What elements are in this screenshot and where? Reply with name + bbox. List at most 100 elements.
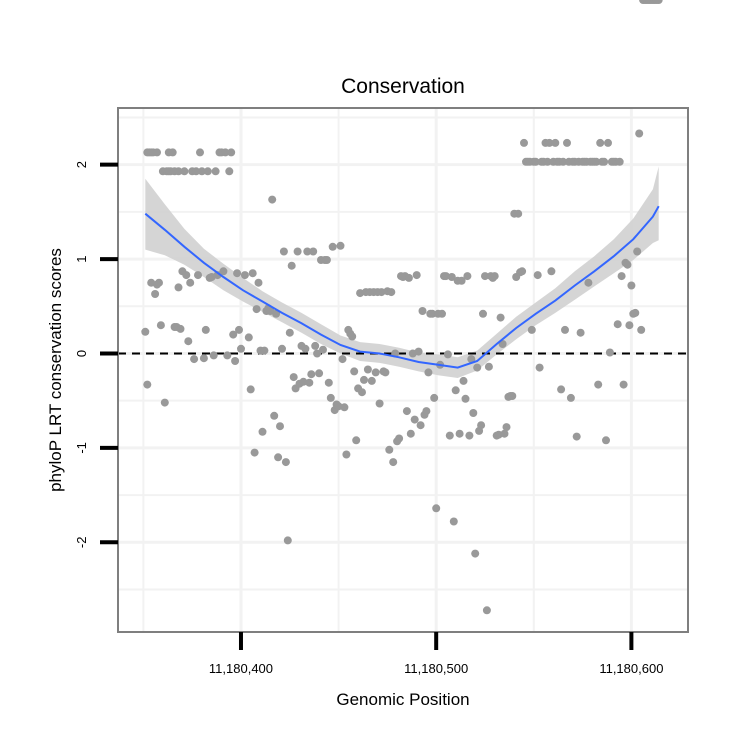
data-point — [543, 157, 552, 166]
data-point — [250, 448, 259, 457]
data-point — [428, 309, 437, 318]
data-point — [233, 269, 242, 278]
data-point — [566, 393, 575, 402]
data-point — [617, 272, 626, 281]
data-point — [322, 256, 331, 264]
data-point — [311, 341, 320, 350]
data-point — [406, 429, 415, 438]
data-point — [338, 355, 347, 364]
data-point — [604, 138, 612, 147]
data-point — [240, 271, 249, 280]
data-point — [196, 148, 204, 157]
data-point — [153, 148, 161, 157]
data-point — [315, 369, 324, 378]
data-point — [283, 536, 292, 545]
data-point — [272, 309, 281, 318]
data-point — [430, 393, 439, 402]
data-point — [219, 267, 228, 276]
data-point — [561, 325, 569, 334]
data-point — [477, 421, 486, 430]
data-point — [596, 138, 605, 147]
data-point — [340, 403, 349, 412]
data-point — [151, 290, 160, 298]
data-point — [563, 138, 571, 147]
data-point — [424, 368, 433, 377]
data-point — [363, 365, 372, 374]
data-point — [141, 327, 150, 336]
data-point — [463, 272, 472, 281]
data-point — [190, 355, 199, 364]
plot-panel-border — [117, 107, 689, 633]
data-point — [244, 333, 253, 342]
data-point — [231, 357, 240, 365]
data-point — [182, 271, 191, 280]
data-point — [352, 436, 361, 445]
data-point — [319, 345, 327, 354]
data-point — [594, 380, 603, 389]
data-point — [358, 388, 366, 397]
data-point — [276, 422, 284, 431]
data-point — [301, 344, 310, 353]
data-point — [443, 350, 452, 359]
y-tick-label: 1 — [74, 255, 89, 262]
data-point — [209, 351, 218, 360]
confidence-ribbon — [145, 166, 659, 378]
data-point — [432, 504, 441, 513]
data-point — [557, 385, 566, 394]
data-point — [199, 354, 208, 363]
data-point — [260, 346, 269, 355]
data-point — [336, 241, 345, 250]
data-point — [305, 378, 314, 387]
data-point — [279, 247, 288, 256]
data-point — [174, 283, 183, 292]
data-point — [326, 393, 335, 402]
data-point — [402, 407, 411, 416]
data-point — [545, 138, 554, 147]
data-point — [289, 373, 298, 382]
data-point — [184, 337, 193, 346]
data-point — [457, 276, 466, 285]
plot-panel-background — [118, 108, 688, 632]
chart-title: Conservation — [341, 75, 465, 98]
data-point — [531, 157, 540, 166]
data-point — [155, 278, 163, 287]
data-point — [381, 368, 390, 377]
data-point — [303, 247, 312, 256]
data-point — [490, 272, 499, 281]
data-point — [615, 157, 624, 166]
data-point — [600, 157, 609, 166]
data-point — [572, 432, 581, 441]
data-point — [461, 394, 470, 403]
data-point — [416, 421, 425, 430]
data-point — [469, 409, 478, 417]
x-tick-label: 11,180,600 — [599, 661, 663, 676]
data-point — [387, 288, 396, 297]
data-point — [385, 445, 394, 454]
data-point — [514, 209, 523, 218]
data-point — [412, 271, 421, 280]
data-point — [229, 330, 238, 339]
data-point — [197, 167, 206, 176]
smooth-trend-line — [144, 205, 660, 369]
data-point — [455, 429, 464, 438]
data-point — [287, 261, 296, 270]
data-point — [631, 308, 640, 317]
data-point — [281, 458, 290, 467]
data-point — [201, 325, 210, 334]
data-point — [274, 453, 283, 462]
data-point — [143, 380, 152, 389]
point-series — [141, 0, 663, 615]
y-tick-label: 0 — [74, 350, 89, 357]
data-point — [551, 138, 560, 147]
x-tick-label: 11,180,500 — [404, 661, 468, 676]
data-point — [221, 148, 230, 157]
data-point — [203, 167, 212, 176]
y-tick-label: 2 — [74, 161, 89, 168]
data-point — [350, 367, 359, 376]
data-point — [174, 167, 183, 176]
data-point — [367, 376, 376, 385]
data-point — [160, 398, 169, 407]
data-point — [481, 272, 489, 281]
data-point — [635, 129, 644, 138]
data-point — [252, 305, 261, 314]
